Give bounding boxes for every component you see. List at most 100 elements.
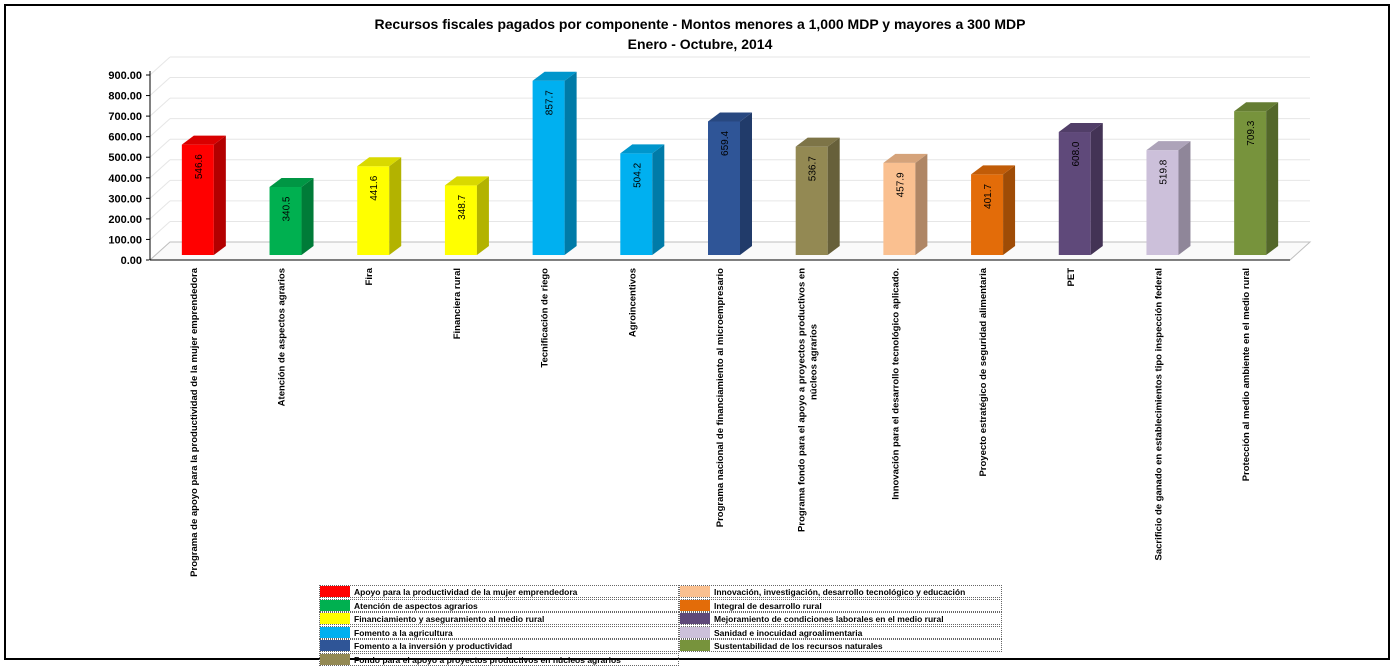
legend-label: Sustentabilidad de los recursos naturale… <box>714 641 883 651</box>
legend-label: Apoyo para la productividad de la mujer … <box>354 587 578 597</box>
legend-swatch <box>680 599 710 611</box>
bar-top <box>883 153 928 163</box>
legend-swatch <box>680 586 710 597</box>
y-tick-label: 400.00 <box>108 173 142 185</box>
data-label: 608.0 <box>1071 141 1082 166</box>
gridline-depth <box>149 56 171 76</box>
legend-item: Fomento a la inversión y productividad <box>319 639 679 652</box>
category-label: Proyecto estratégico de seguridad alimen… <box>978 267 989 476</box>
category-label: Agroincentivos <box>627 268 638 337</box>
bar-top <box>1234 102 1279 112</box>
bar <box>1234 111 1267 255</box>
legend-item: Fomento a la agricultura <box>319 625 679 639</box>
bar <box>971 174 1004 255</box>
legend-label: Fomento a la inversión y productividad <box>354 641 513 651</box>
legend-item: Fondo para el apoyo a proyectos producti… <box>319 652 679 666</box>
bar-top <box>269 178 314 188</box>
data-label: 401.7 <box>983 183 994 208</box>
bar-top <box>181 135 226 145</box>
data-label: 348.7 <box>457 194 468 219</box>
legend-label: Financiamiento y aseguramiento al medio … <box>354 614 545 624</box>
legend-swatch <box>680 640 710 651</box>
legend-item: Mejoramiento de condiciones laborales en… <box>679 612 1002 625</box>
data-label: 441.6 <box>369 175 380 200</box>
bar <box>532 80 565 255</box>
chart-subtitle: Enero - Octubre, 2014 <box>627 36 773 52</box>
gridline-depth <box>149 118 171 138</box>
legend-swatch <box>320 653 350 665</box>
legend-label: Fomento a la agricultura <box>354 627 453 638</box>
y-tick-label: 600.00 <box>108 132 142 144</box>
chart-title: Recursos fiscales pagados por componente… <box>374 16 1026 32</box>
legend-swatch <box>320 640 350 651</box>
bar-side <box>827 137 840 255</box>
bar <box>181 144 214 255</box>
bar <box>1146 150 1179 255</box>
bar-side <box>740 112 752 255</box>
data-label: 504.2 <box>632 162 643 187</box>
legend-label: Atención de aspectos agrarios <box>354 600 478 611</box>
category-label: Programa de apoyo para la productividad … <box>189 267 200 577</box>
legend-item: Atención de aspectos agrarios <box>319 598 679 612</box>
data-label: 536.7 <box>808 156 819 181</box>
legend-label: Sanidad e inocuidad agroalimentaria <box>714 627 863 638</box>
legend-swatch <box>680 626 710 638</box>
legend-label: Fondo para el apoyo a proyectos producti… <box>354 654 621 665</box>
bar <box>883 162 916 255</box>
gridline-depth <box>149 138 171 158</box>
category-label: Atención de aspectos agrarios <box>277 268 288 406</box>
category-label: Sacrificio de ganado en establecimientos… <box>1153 268 1164 560</box>
gridline-depth <box>149 77 171 96</box>
bar-top <box>708 112 752 122</box>
bar <box>708 121 740 255</box>
category-label: Tecnificación de riego <box>540 268 551 368</box>
bar <box>795 146 828 255</box>
gridline-depth <box>149 221 171 240</box>
bar-side <box>1090 123 1103 256</box>
bar <box>269 187 302 255</box>
bar-side <box>1003 165 1016 255</box>
legend-swatch <box>680 613 710 624</box>
legend-swatch <box>320 613 350 624</box>
y-tick-label: 700.00 <box>108 111 142 123</box>
data-label: 519.8 <box>1158 159 1169 184</box>
bar-side <box>652 144 665 255</box>
bar-side <box>1178 141 1191 255</box>
gridline-depth <box>149 200 171 220</box>
bar-top <box>1058 123 1103 133</box>
y-tick-label: 800.00 <box>108 91 142 103</box>
gridline-depth <box>149 97 171 117</box>
bar-top <box>1146 141 1191 151</box>
y-tick-label: 900.00 <box>108 70 142 82</box>
bar <box>620 153 653 255</box>
legend-swatch <box>320 586 350 597</box>
category-label: Protección al medio ambiente en el medio… <box>1241 268 1252 481</box>
bar <box>1058 132 1091 255</box>
chart-frame <box>4 4 1390 660</box>
data-label: 857.7 <box>545 90 556 115</box>
y-tick-label: 200.00 <box>108 214 142 226</box>
bar-top <box>532 71 577 81</box>
legend-item: Innovación, investigación, desarrollo te… <box>679 585 1002 598</box>
legend-label: Mejoramiento de condiciones laborales en… <box>714 614 944 624</box>
bar-side <box>1266 102 1279 255</box>
data-label: 340.5 <box>282 196 293 221</box>
legend-item: Sanidad e inocuidad agroalimentaria <box>679 625 1002 639</box>
bar-top <box>357 157 402 167</box>
bar-side <box>389 157 402 255</box>
legend-item: Financiamiento y aseguramiento al medio … <box>319 612 679 625</box>
bar-top <box>971 165 1016 175</box>
bar <box>357 166 390 255</box>
category-label: Fira <box>364 267 375 285</box>
bar-side <box>301 178 314 255</box>
bar-side <box>915 153 928 255</box>
legend-swatch <box>320 599 350 611</box>
bar-side <box>213 135 226 255</box>
bar-side <box>564 71 577 255</box>
bar-top <box>795 137 840 147</box>
bar-top <box>620 144 665 154</box>
category-label: Financiera rural <box>452 268 463 339</box>
category-label: Programa nacional de financiamiento al m… <box>715 268 726 527</box>
category-label: PET <box>1066 268 1077 287</box>
y-tick-label: 500.00 <box>108 152 142 164</box>
